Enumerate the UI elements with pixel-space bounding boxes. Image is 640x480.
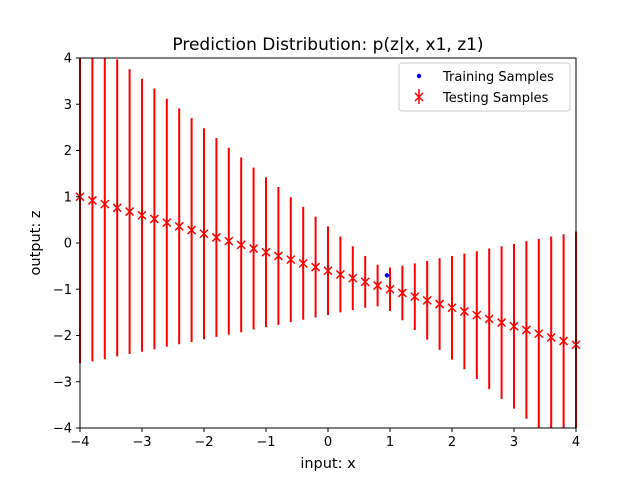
testing-sample-marker — [236, 240, 246, 250]
testing-sample-marker — [273, 251, 283, 261]
testing-sample-marker — [459, 306, 469, 316]
y-tick-label: 3 — [64, 98, 72, 113]
legend-training-label: Training Samples — [442, 70, 554, 85]
y-tick-label: 2 — [64, 144, 72, 159]
x-tick-label: −4 — [70, 435, 89, 450]
testing-sample-marker — [87, 195, 97, 205]
testing-sample-marker — [410, 292, 420, 302]
testing-markers-layer — [75, 192, 581, 350]
x-tick-label: 2 — [448, 435, 456, 450]
testing-sample-marker — [112, 203, 122, 213]
training-sample-point — [384, 273, 390, 278]
testing-sample-marker — [373, 281, 383, 291]
legend-training-marker — [416, 73, 422, 79]
testing-sample-marker — [397, 288, 407, 298]
legend-box — [398, 62, 571, 112]
legend-testing-marker — [414, 89, 424, 104]
testing-sample-marker — [335, 269, 345, 279]
x-axis-label: input: x — [300, 456, 356, 472]
x-tick-label: −1 — [256, 435, 275, 450]
testing-sample-marker — [100, 199, 110, 209]
x-tick-label: −2 — [194, 435, 213, 450]
y-tick-label: −2 — [53, 329, 72, 344]
testing-sample-marker — [348, 273, 358, 283]
testing-sample-marker — [559, 336, 569, 346]
testing-sample-marker — [261, 247, 271, 257]
testing-sample-marker — [137, 210, 147, 220]
y-axis-label: output: z — [28, 211, 44, 276]
testing-sample-marker — [323, 266, 333, 276]
testing-sample-marker — [435, 299, 445, 309]
testing-sample-marker — [174, 221, 184, 231]
testing-sample-marker — [497, 318, 507, 328]
testing-sample-marker — [249, 244, 259, 254]
testing-sample-marker — [422, 295, 432, 305]
testing-sample-marker — [385, 284, 395, 294]
x-tick-label: −3 — [132, 435, 151, 450]
testing-sample-marker — [509, 321, 519, 331]
testing-sample-marker — [286, 255, 296, 265]
x-tick-label: 4 — [572, 435, 580, 450]
testing-sample-marker — [472, 310, 482, 320]
testing-sample-marker — [360, 277, 370, 287]
y-axis-ticks: −4 −3 −2 −1 0 1 2 3 4 — [53, 52, 80, 437]
testing-sample-marker — [521, 325, 531, 335]
testing-sample-marker — [199, 229, 209, 239]
testing-sample-marker — [546, 332, 556, 342]
y-tick-label: 0 — [64, 237, 72, 252]
testing-sample-marker — [311, 262, 321, 272]
chart-title: Prediction Distribution: p(z|x, x1, z1) — [172, 35, 483, 55]
y-tick-label: −3 — [53, 375, 72, 390]
testing-sample-marker — [187, 225, 197, 235]
legend-testing-label: Testing Samples — [442, 91, 549, 106]
x-tick-label: 1 — [386, 435, 394, 450]
x-tick-label: 3 — [510, 435, 518, 450]
y-tick-label: 1 — [64, 190, 72, 205]
testing-sample-marker — [534, 329, 544, 339]
x-axis-ticks: −4 −3 −2 −1 0 1 2 3 4 — [70, 428, 580, 450]
y-tick-label: −1 — [53, 283, 72, 298]
y-tick-label: 4 — [64, 52, 72, 67]
testing-sample-marker — [484, 314, 494, 324]
x-tick-label: 0 — [324, 435, 332, 450]
training-points-layer — [384, 273, 390, 278]
y-tick-label: −4 — [53, 422, 72, 437]
testing-sample-marker — [298, 258, 308, 268]
testing-sample-marker — [162, 218, 172, 228]
testing-sample-marker — [149, 214, 159, 224]
testing-sample-marker — [224, 236, 234, 246]
testing-sample-marker — [447, 303, 457, 313]
testing-sample-marker — [211, 232, 221, 242]
testing-sample-marker — [125, 207, 135, 217]
legend: Training Samples Testing Samples — [398, 62, 571, 112]
